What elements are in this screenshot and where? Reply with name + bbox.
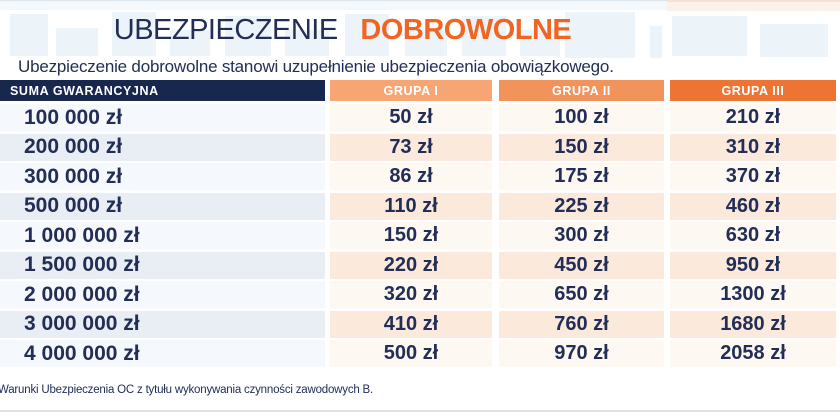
cell-grupa-2: 150 zł [499,133,664,161]
table-row: 100 000 zł 50 zł 100 zł 210 zł [0,104,836,131]
cell-suma: 1 000 000 zł [0,222,325,249]
cell-grupa-1: 500 zł [330,340,492,367]
header-grupa-1: GRUPA I [330,80,492,101]
cell-grupa-3: 460 zł [670,192,836,220]
background-block [672,16,747,56]
cell-grupa-2: 225 zł [499,192,664,220]
cell-suma: 300 000 zł [0,163,325,190]
footnote: Warunki Ubezpieczenia OC z tytułu wykony… [0,384,374,396]
cell-grupa-2: 650 zł [499,281,664,308]
pricing-table: SUMA GWARANCYJNA GRUPA I GRUPA II GRUPA … [0,80,836,370]
header-grupa-3: GRUPA III [670,80,836,101]
cell-grupa-1: 220 zł [330,251,492,279]
cell-grupa-3: 310 zł [670,133,836,161]
background-block [565,12,635,58]
cell-grupa-2: 970 zł [499,340,664,367]
table-row: 200 000 zł 73 zł 150 zł 310 zł [0,133,836,161]
background-block [462,16,506,56]
background-block [405,30,447,56]
cell-suma: 1 500 000 zł [0,251,325,279]
table-row: 2 000 000 zł 320 zł 650 zł 1300 zł [0,281,836,308]
bottom-divider [0,410,840,412]
top-strip-left [0,0,667,10]
background-block [112,12,156,56]
cell-grupa-3: 630 zł [670,222,836,249]
background-block [56,28,98,56]
cell-grupa-1: 320 zł [330,281,492,308]
cell-grupa-2: 100 zł [499,104,664,131]
cell-grupa-1: 150 zł [330,222,492,249]
cell-suma: 3 000 000 zł [0,310,325,338]
top-strip-right [667,0,840,11]
cell-grupa-1: 73 zł [330,133,492,161]
cell-grupa-2: 760 zł [499,310,664,338]
table-row: 4 000 000 zł 500 zł 970 zł 2058 zł [0,340,836,367]
table-row: 1 000 000 zł 150 zł 300 zł 630 zł [0,222,836,249]
cell-suma: 4 000 000 zł [0,340,325,367]
background-block [285,30,329,56]
cell-grupa-3: 370 zł [670,163,836,190]
background-skyline [0,0,840,60]
cell-grupa-2: 300 zł [499,222,664,249]
cell-grupa-2: 450 zł [499,251,664,279]
table-row: 1 500 000 zł 220 zł 450 zł 950 zł [0,251,836,279]
header-grupa-2: GRUPA II [499,80,664,101]
cell-grupa-3: 1300 zł [670,281,836,308]
page-title-highlight: DOBROWOLNE [360,14,572,46]
background-block [650,26,662,58]
cell-suma: 200 000 zł [0,133,325,161]
background-block [225,16,271,56]
table-row: 300 000 zł 86 zł 175 zł 370 zł [0,163,836,190]
cell-suma: 500 000 zł [0,192,325,220]
background-block [170,30,210,56]
table-row: 3 000 000 zł 410 zł 760 zł 1680 zł [0,310,836,338]
cell-grupa-3: 950 zł [670,251,836,279]
page-title-main: UBEZPIECZENIE [113,14,338,46]
cell-grupa-1: 110 zł [330,192,492,220]
table-header-row: SUMA GWARANCYJNA GRUPA I GRUPA II GRUPA … [0,80,836,101]
cell-suma: 100 000 zł [0,104,325,131]
page-subtitle: Ubezpieczenie dobrowolne stanowi uzupełn… [18,57,614,76]
cell-grupa-3: 210 zł [670,104,836,131]
background-block [345,14,389,56]
cell-grupa-1: 50 zł [330,104,492,131]
cell-suma: 2 000 000 zł [0,281,325,308]
background-block [520,30,560,56]
cell-grupa-3: 2058 zł [670,340,836,367]
cell-grupa-1: 410 zł [330,310,492,338]
cell-grupa-2: 175 zł [499,163,664,190]
background-block [10,14,48,56]
cell-grupa-1: 86 zł [330,163,492,190]
page-title: UBEZPIECZENIE DOBROWOLNE [0,14,685,47]
header-suma-gwarancyjna: SUMA GWARANCYJNA [0,80,325,101]
background-block [760,24,828,57]
table-row: 500 000 zł 110 zł 225 zł 460 zł [0,192,836,220]
cell-grupa-3: 1680 zł [670,310,836,338]
table-body: 100 000 zł 50 zł 100 zł 210 zł 200 000 z… [0,104,836,367]
